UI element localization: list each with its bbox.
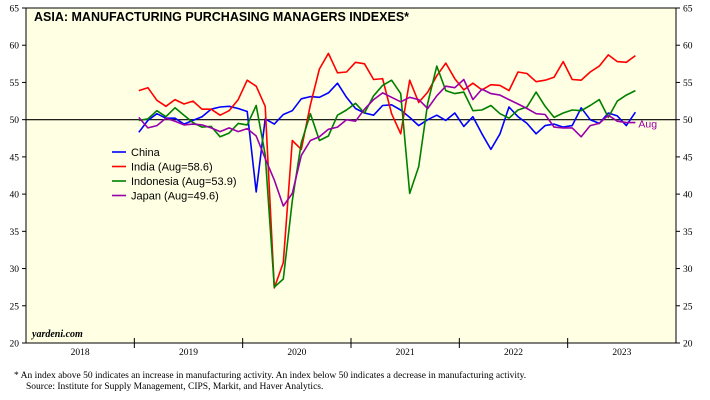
x-tick-label: 2020 [287,348,306,358]
y-tick-label-left: 20 [10,340,20,350]
y-tick-label-right: 45 [683,153,693,163]
y-tick-label-left: 35 [10,228,20,238]
x-tick-label: 2022 [504,348,523,358]
y-tick-label-left: 25 [10,302,20,312]
y-tick-label-right: 25 [683,302,693,312]
series-line-india [138,52,636,289]
y-tick-label-left: 50 [10,116,20,126]
x-tick-label: 2023 [612,348,631,358]
y-tick-label-left: 40 [10,191,20,201]
legend-label: India (Aug=58.6) [131,162,213,174]
watermark: yardeni.com [31,329,83,340]
y-tick-label-right: 35 [683,228,693,238]
y-tick-label-left: 45 [10,153,20,163]
aug-annotation: Aug [638,119,657,131]
y-tick-label-left: 55 [10,79,20,89]
y-tick-label-left: 30 [10,265,20,275]
x-tick-label: 2018 [71,348,90,358]
y-tick-label-right: 55 [683,79,693,89]
series-line-japan [138,78,636,207]
chart-title: ASIA: MANUFACTURING PURCHASING MANAGERS … [34,10,409,24]
series-line-indonesia [138,65,636,289]
plot-area [25,7,677,344]
y-tick-label-right: 40 [683,191,693,201]
y-tick-label-right: 65 [683,5,693,15]
y-tick-label-left: 60 [10,42,20,52]
y-tick-label-left: 65 [10,5,20,15]
legend-label: Indonesia (Aug=53.9) [131,176,237,188]
y-tick-label-right: 50 [683,116,693,126]
legend-label: China [131,147,161,159]
x-tick-label: 2019 [179,348,198,358]
source-note: Source: Institute for Supply Management,… [26,382,324,392]
footnote: * An index above 50 indicates an increas… [14,371,527,381]
x-tick-label: 2021 [396,348,415,358]
legend-label: Japan (Aug=49.6) [131,191,219,203]
y-tick-label-right: 20 [683,340,693,350]
y-tick-label-right: 60 [683,42,693,52]
y-tick-label-right: 30 [683,265,693,275]
